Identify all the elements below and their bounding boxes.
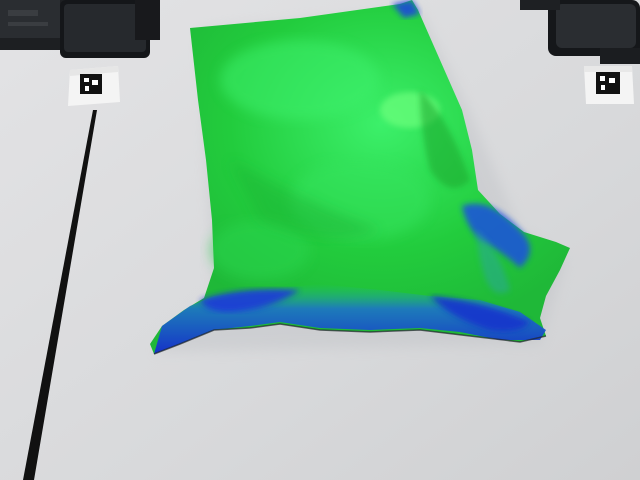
fiducial-marker-left <box>68 66 120 106</box>
fiducial-marker-right <box>584 66 634 104</box>
robot-base-right <box>520 0 640 64</box>
black-tape-line <box>23 110 97 480</box>
cloth-depth-overlay <box>150 0 570 355</box>
robot-base-left <box>0 0 160 58</box>
